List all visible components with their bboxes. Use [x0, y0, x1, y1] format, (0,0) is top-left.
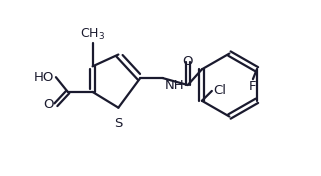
Text: O: O — [43, 98, 54, 111]
Text: F: F — [249, 80, 257, 93]
Text: $\mathregular{CH_3}$: $\mathregular{CH_3}$ — [80, 27, 105, 42]
Text: NH: NH — [165, 79, 185, 92]
Text: Cl: Cl — [213, 84, 226, 98]
Text: O: O — [183, 55, 193, 68]
Text: S: S — [114, 117, 123, 130]
Text: HO: HO — [34, 71, 54, 84]
